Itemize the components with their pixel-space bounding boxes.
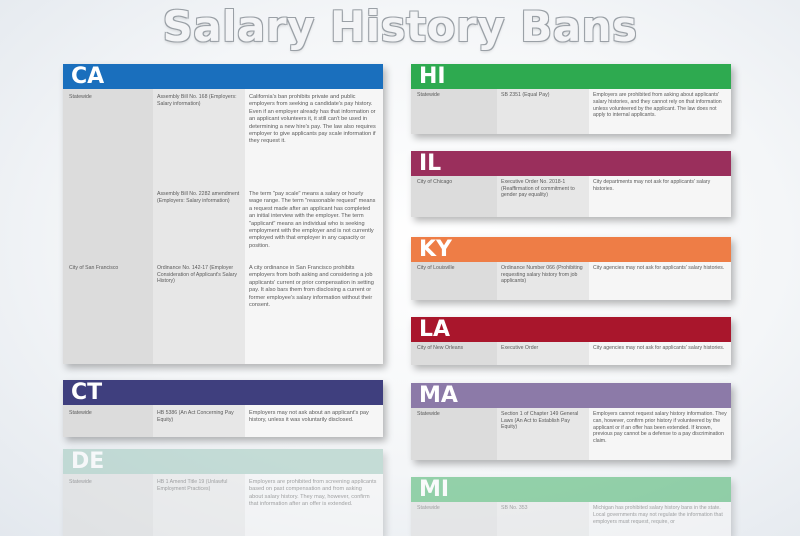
law-cell: HB 5386 (An Act Concerning Pay Equity) xyxy=(157,410,234,423)
state-card-hi: HI Statewide SB 2351 (Equal Pay) Employe… xyxy=(411,64,731,134)
state-table-de: Statewide HB 1 Amend Title 19 (Unlawful … xyxy=(63,474,383,536)
state-header-hi: HI xyxy=(411,64,731,89)
state-card-la: LA City of New Orleans Executive Order C… xyxy=(411,317,731,365)
law-cell: SB No. 353 xyxy=(501,505,528,511)
description-cell: The term "pay scale" means a salary or h… xyxy=(249,191,376,249)
jurisdiction-cell: Statewide xyxy=(69,94,92,100)
description-cell: A city ordinance in San Francisco prohib… xyxy=(249,265,374,309)
state-table-ca: Statewide Assembly Bill No. 168 (Employe… xyxy=(63,89,383,364)
state-card-ca: CA Statewide Assembly Bill No. 168 (Empl… xyxy=(63,64,383,364)
law-cell: Assembly Bill No. 168 (Employers: Salary… xyxy=(157,94,237,107)
state-table-mi: Statewide SB No. 353 Michigan has prohib… xyxy=(411,502,731,536)
state-header-ky: KY xyxy=(411,237,731,262)
state-card-ct: CT Statewide HB 5386 (An Act Concerning … xyxy=(63,380,383,437)
description-cell: Michigan has prohibited salary history b… xyxy=(593,505,723,525)
description-cell: City agencies may not ask for applicants… xyxy=(593,265,725,271)
state-header-il: IL xyxy=(411,151,731,176)
state-card-de: DE Statewide HB 1 Amend Title 19 (Unlawf… xyxy=(63,449,383,536)
description-cell: Employers may not ask about an applicant… xyxy=(249,410,369,424)
state-table-hi: Statewide SB 2351 (Equal Pay) Employers … xyxy=(411,89,731,134)
jurisdiction-cell: Statewide xyxy=(69,479,92,485)
law-cell: Executive Order No. 2018-1 (Reaffirmatio… xyxy=(501,179,575,199)
state-header-ct: CT xyxy=(63,380,383,405)
state-table-ky: City of Louisville Ordinance Number 066 … xyxy=(411,262,731,300)
state-table-ct: Statewide HB 5386 (An Act Concerning Pay… xyxy=(63,405,383,437)
description-cell: Employers are prohibited from screening … xyxy=(249,479,377,508)
state-card-il: IL City of Chicago Executive Order No. 2… xyxy=(411,151,731,217)
law-cell: HB 1 Amend Title 19 (Unlawful Employment… xyxy=(157,479,228,492)
state-header-la: LA xyxy=(411,317,731,342)
description-cell: Employers cannot request salary history … xyxy=(593,411,727,445)
jurisdiction-cell: City of Louisville xyxy=(417,265,455,271)
law-cell: Ordinance No. 142-17 (Employer Considera… xyxy=(157,265,238,285)
jurisdiction-cell: City of Chicago xyxy=(417,179,453,185)
jurisdiction-cell: City of New Orleans xyxy=(417,345,464,351)
description-cell: Employers are prohibited from asking abo… xyxy=(593,92,722,119)
jurisdiction-cell: City of San Francisco xyxy=(69,265,119,271)
state-header-ma: MA xyxy=(411,383,731,408)
jurisdiction-cell: Statewide xyxy=(69,410,92,416)
description-cell: City agencies may not ask for applicants… xyxy=(593,345,725,351)
state-card-ky: KY City of Louisville Ordinance Number 0… xyxy=(411,237,731,300)
jurisdiction-cell: Statewide xyxy=(417,92,440,98)
state-table-ma: Statewide Section 1 of Chapter 149 Gener… xyxy=(411,408,731,460)
description-cell: City departments may not ask for applica… xyxy=(593,179,711,192)
jurisdiction-cell: Statewide xyxy=(417,505,440,511)
law-cell: Section 1 of Chapter 149 General Laws (A… xyxy=(501,411,579,431)
state-header-mi: MI xyxy=(411,477,731,502)
state-header-de: DE xyxy=(63,449,383,474)
law-cell: SB 2351 (Equal Pay) xyxy=(501,92,550,98)
state-card-mi: MI Statewide SB No. 353 Michigan has pro… xyxy=(411,477,731,536)
law-cell: Assembly Bill No. 2282 amendment (Employ… xyxy=(157,191,240,204)
jurisdiction-cell: Statewide xyxy=(417,411,440,417)
state-card-ma: MA Statewide Section 1 of Chapter 149 Ge… xyxy=(411,383,731,460)
description-cell: California's ban prohibits private and p… xyxy=(249,94,376,145)
state-table-la: City of New Orleans Executive Order City… xyxy=(411,342,731,365)
page-title: Salary History Bans xyxy=(162,2,638,51)
state-header-ca: CA xyxy=(63,64,383,89)
law-cell: Ordinance Number 066 (Prohibiting reques… xyxy=(501,265,583,285)
state-table-il: City of Chicago Executive Order No. 2018… xyxy=(411,176,731,217)
law-cell: Executive Order xyxy=(501,345,539,351)
